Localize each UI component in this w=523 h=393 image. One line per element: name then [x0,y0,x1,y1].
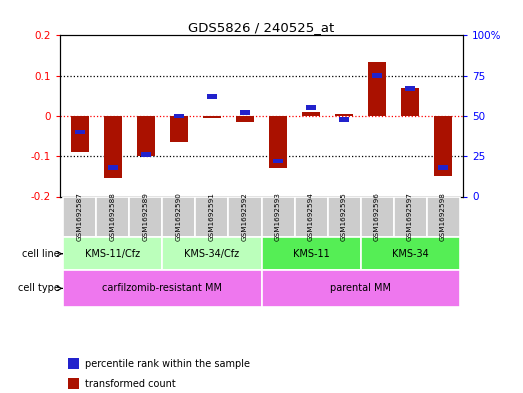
Bar [393,196,427,237]
Text: transformed count: transformed count [85,378,176,389]
Bar [306,105,316,110]
Bar [137,116,155,156]
Bar [327,196,360,237]
Bar [130,196,163,237]
Bar [302,112,320,116]
Bar [405,86,415,91]
Bar [269,116,287,168]
Bar [360,196,393,237]
Text: GSM1692598: GSM1692598 [440,193,446,241]
Bar [203,116,221,118]
Bar [141,152,151,157]
Bar [71,116,89,152]
Bar [63,270,262,307]
Bar [339,117,349,121]
Bar [163,237,262,270]
Text: GSM1692589: GSM1692589 [143,193,149,241]
Text: GSM1692596: GSM1692596 [374,193,380,241]
Text: cell line: cell line [22,249,60,259]
Bar [174,114,184,118]
Bar [434,116,452,176]
Bar [294,196,327,237]
Text: GSM1692595: GSM1692595 [341,193,347,241]
Bar [96,196,130,237]
Bar [196,196,229,237]
Title: GDS5826 / 240525_at: GDS5826 / 240525_at [188,21,335,34]
Text: GSM1692592: GSM1692592 [242,193,248,241]
Bar [401,88,419,116]
Bar [104,116,122,178]
Bar [108,165,118,170]
Text: GSM1692597: GSM1692597 [407,193,413,241]
Text: KMS-34: KMS-34 [392,249,428,259]
Text: GSM1692593: GSM1692593 [275,193,281,241]
Text: GSM1692590: GSM1692590 [176,193,182,241]
Text: GSM1692588: GSM1692588 [110,193,116,241]
Bar [273,159,283,163]
Bar [236,116,254,122]
Bar [63,196,96,237]
Text: KMS-11: KMS-11 [293,249,329,259]
Text: carfilzomib-resistant MM: carfilzomib-resistant MM [103,283,222,294]
Text: cell type: cell type [18,283,60,294]
Text: parental MM: parental MM [330,283,391,294]
Bar [170,116,188,142]
Bar [262,196,294,237]
Bar [163,196,196,237]
Text: KMS-11/Cfz: KMS-11/Cfz [85,249,141,259]
Bar [240,110,250,115]
Text: KMS-34/Cfz: KMS-34/Cfz [185,249,240,259]
Bar [360,237,460,270]
Bar [335,114,353,116]
Bar [438,165,448,170]
Bar [427,196,460,237]
Bar [368,62,386,116]
Bar [372,73,382,78]
Text: GSM1692591: GSM1692591 [209,193,215,241]
Bar [75,130,85,134]
Bar [262,237,360,270]
Bar [207,94,217,99]
Text: percentile rank within the sample: percentile rank within the sample [85,359,249,369]
Bar [229,196,262,237]
Bar [63,237,163,270]
Text: GSM1692587: GSM1692587 [77,193,83,241]
Bar [262,270,460,307]
Text: GSM1692594: GSM1692594 [308,193,314,241]
